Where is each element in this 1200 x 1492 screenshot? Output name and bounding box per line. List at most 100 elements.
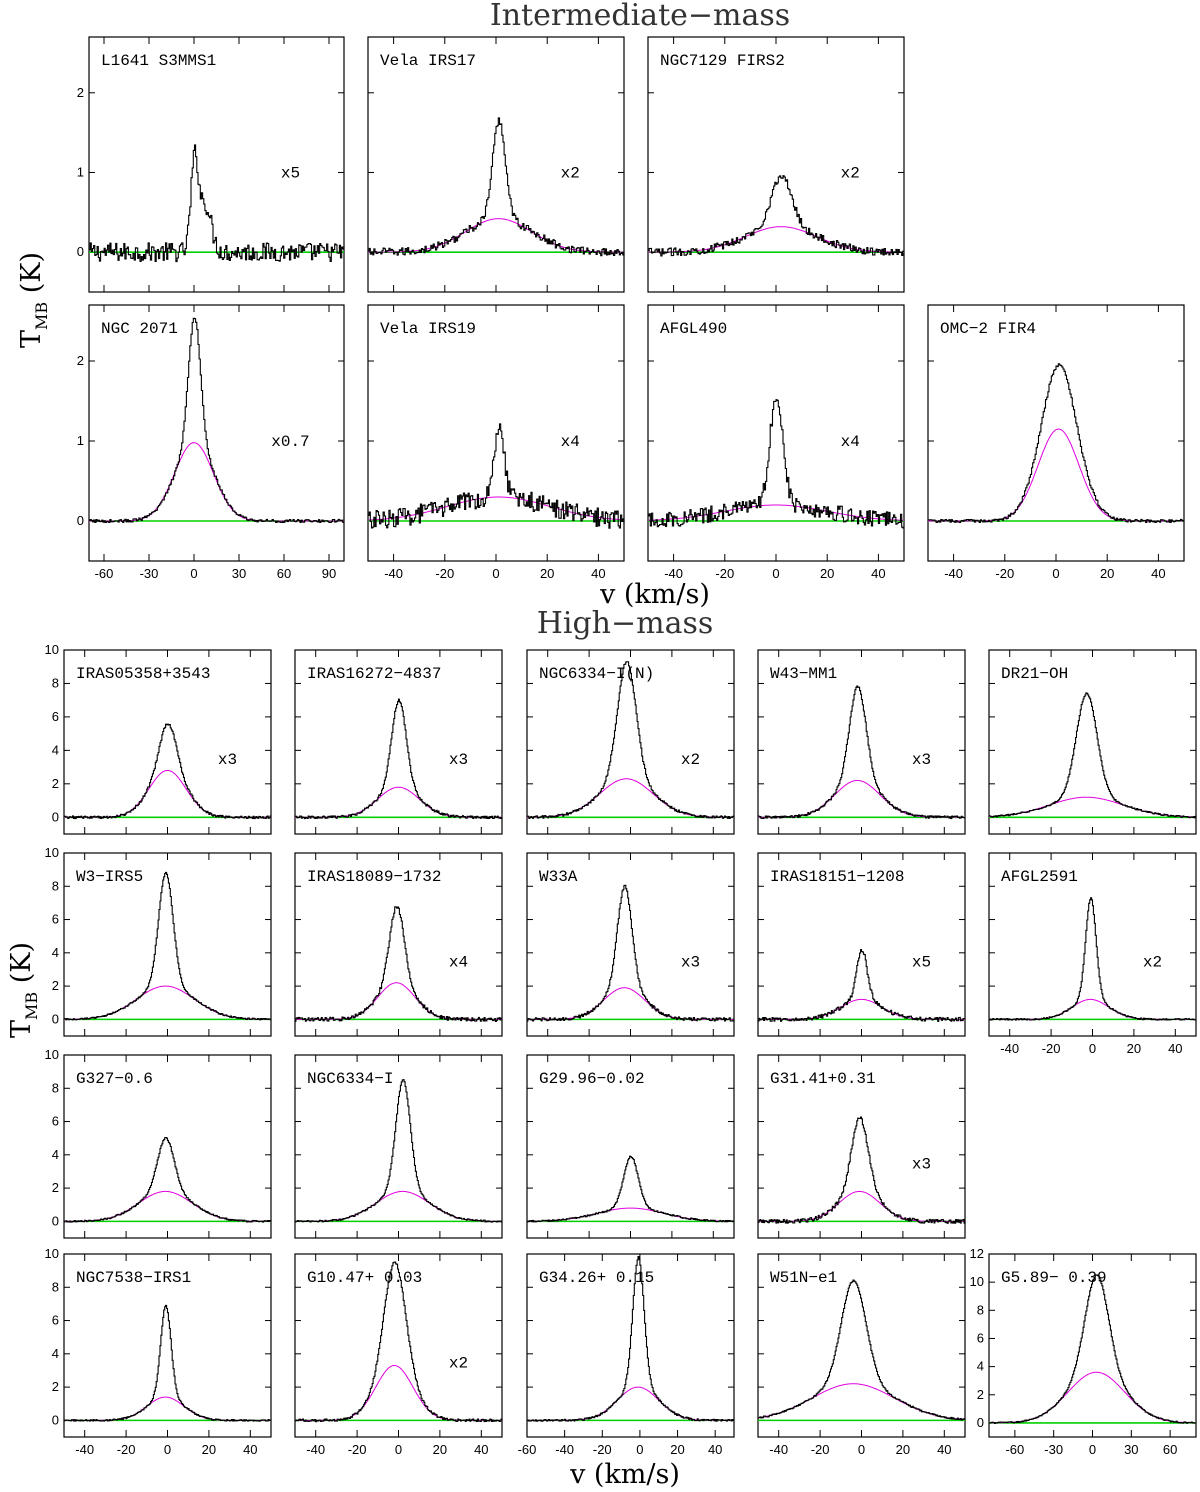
spectrum-line xyxy=(989,897,1197,1021)
panel-title: W51N−e1 xyxy=(770,1269,837,1287)
x-axis-label-high: v (km/s) xyxy=(569,1459,680,1490)
y-tick-label: 10 xyxy=(970,1274,984,1289)
x-tick-label: -40 xyxy=(384,566,403,581)
x-tick-label: -40 xyxy=(944,566,963,581)
x-tick-label: 0 xyxy=(190,566,197,581)
x-tick-label: 0 xyxy=(1089,1041,1096,1056)
broad-component-fit xyxy=(758,998,965,1020)
svg-text:TMB (K): TMB (K) xyxy=(6,942,41,1038)
x-tick-label: -60 xyxy=(1005,1442,1024,1457)
panel-title: IRAS18089−1732 xyxy=(307,868,441,886)
panel-title: W43−MM1 xyxy=(770,665,837,683)
panel-ngc7538-irs1: 0 2 4 6 8 10 -40 -20 0 20 40 NGC7538−IRS1 xyxy=(45,1246,272,1457)
intermediate-mass-title: Intermediate−mass xyxy=(490,0,790,33)
panel-ngc6334-i-n: NGC6334−I(N) x2 xyxy=(526,649,735,835)
scale-factor: x2 xyxy=(1143,953,1162,971)
panel-afgl490: -40 -20 0 20 40 AFGL490 x4 xyxy=(647,304,905,581)
y-tick-label: 2 xyxy=(77,353,84,368)
x-tick-label: -40 xyxy=(769,1442,788,1457)
spectrum-line xyxy=(295,906,503,1022)
panel-title: NGC6334−I(N) xyxy=(539,665,654,683)
x-tick-label: -40 xyxy=(75,1442,94,1457)
y-tick-label: 0 xyxy=(77,513,84,528)
panel-iras18089-1732: IRAS18089−1732 x4 xyxy=(294,852,503,1037)
y-tick-label: 4 xyxy=(977,1359,984,1374)
x-tick-label: 40 xyxy=(708,1442,722,1457)
x-tick-label: 30 xyxy=(1124,1442,1138,1457)
x-tick-label: -20 xyxy=(715,566,734,581)
x-tick-label: -60 xyxy=(95,566,114,581)
y-tick-label: 12 xyxy=(970,1246,984,1261)
panel-w33a: W33A x3 xyxy=(526,852,735,1037)
y-tick-label: 10 xyxy=(45,1047,59,1062)
spectrum-line xyxy=(928,363,1185,524)
panel-w3-irs5: 0 2 4 6 8 10 W3−IRS5 xyxy=(45,845,272,1037)
spectrum-line xyxy=(758,949,966,1022)
x-tick-label: -30 xyxy=(1044,1442,1063,1457)
y-tick-label: 2 xyxy=(977,1387,984,1402)
panel-frame xyxy=(88,304,345,562)
x-tick-label: 20 xyxy=(1127,1041,1141,1056)
panel-w51n-e1: -40 -20 0 20 40 W51N−e1 xyxy=(757,1253,966,1457)
panel-g31-41-0-31: G31.41+0.31 x3 xyxy=(757,1054,966,1239)
scale-factor: x0.7 xyxy=(271,433,309,451)
y-axis-label-t: T xyxy=(16,330,47,348)
x-tick-label: 0 xyxy=(1052,566,1059,581)
x-tick-label: 40 xyxy=(1151,566,1165,581)
broad-component-fit xyxy=(295,982,502,1020)
spectrum-line xyxy=(648,399,905,529)
x-tick-label: -20 xyxy=(1042,1041,1061,1056)
panel-title: IRAS05358+3543 xyxy=(76,665,210,683)
x-tick-label: 40 xyxy=(937,1442,951,1457)
broad-component-fit xyxy=(758,1190,965,1222)
y-tick-label: 10 xyxy=(45,845,59,860)
y-tick-label: 10 xyxy=(45,642,59,657)
spectrum-line xyxy=(368,423,625,529)
x-tick-label: 40 xyxy=(871,566,885,581)
spectrum-line xyxy=(89,317,345,524)
y-tick-label: 2 xyxy=(52,978,59,993)
panel-frame xyxy=(367,36,625,293)
x-tick-label: -20 xyxy=(995,566,1014,581)
x-tick-label: -20 xyxy=(435,566,454,581)
panel-g327-0-6: 0 2 4 6 8 10 G327−0.6 xyxy=(45,1047,272,1239)
spectrum-line xyxy=(758,685,965,820)
panel-vela-irs17: Vela IRS17 x2 xyxy=(367,36,625,293)
spectrum-line xyxy=(89,144,345,263)
panel-title: NGC6334−I xyxy=(307,1070,393,1088)
x-tick-label: 40 xyxy=(243,1442,257,1457)
panel-title: AFGL2591 xyxy=(1001,868,1078,886)
y-tick-label: 4 xyxy=(52,945,59,960)
broad-component-fit xyxy=(989,998,1196,1020)
x-tick-label: 40 xyxy=(591,566,605,581)
scale-factor: x3 xyxy=(449,751,468,769)
x-tick-label: 0 xyxy=(1089,1442,1096,1457)
x-tick-label: 40 xyxy=(474,1442,488,1457)
x-tick-label: 60 xyxy=(277,566,291,581)
panel-g10-47-0-03: -40 -20 0 20 40 G10.47+ 0.03 x2 xyxy=(294,1253,503,1457)
broad-component-fit xyxy=(758,780,965,818)
y-axis-label-unit: (K) xyxy=(6,942,37,992)
x-tick-label: 0 xyxy=(858,1442,865,1457)
y-tick-label: 1 xyxy=(77,164,84,179)
spectrum-line xyxy=(295,1079,503,1223)
y-tick-label: 2 xyxy=(77,85,84,100)
scale-factor: x2 xyxy=(681,751,700,769)
y-axis-label-intermediate: TMB (K) xyxy=(16,252,51,348)
broad-component-fit xyxy=(368,218,624,253)
x-tick-label: 40 xyxy=(1168,1041,1182,1056)
broad-component-fit xyxy=(648,226,904,253)
broad-component-fit xyxy=(64,1190,272,1222)
broad-component-fit xyxy=(928,428,1184,522)
spectrum-line xyxy=(989,692,1197,819)
broad-component-fit xyxy=(295,786,502,818)
broad-component-fit xyxy=(295,1190,502,1222)
x-tick-label: 60 xyxy=(1163,1442,1177,1457)
spectrum-line xyxy=(527,884,735,1022)
x-tick-label: 20 xyxy=(670,1442,684,1457)
spectrum-line xyxy=(64,871,272,1021)
x-tick-label: 0 xyxy=(636,1442,643,1457)
y-tick-label: 6 xyxy=(977,1330,984,1345)
scale-factor: x5 xyxy=(912,953,931,971)
scale-factor: x3 xyxy=(218,751,237,769)
